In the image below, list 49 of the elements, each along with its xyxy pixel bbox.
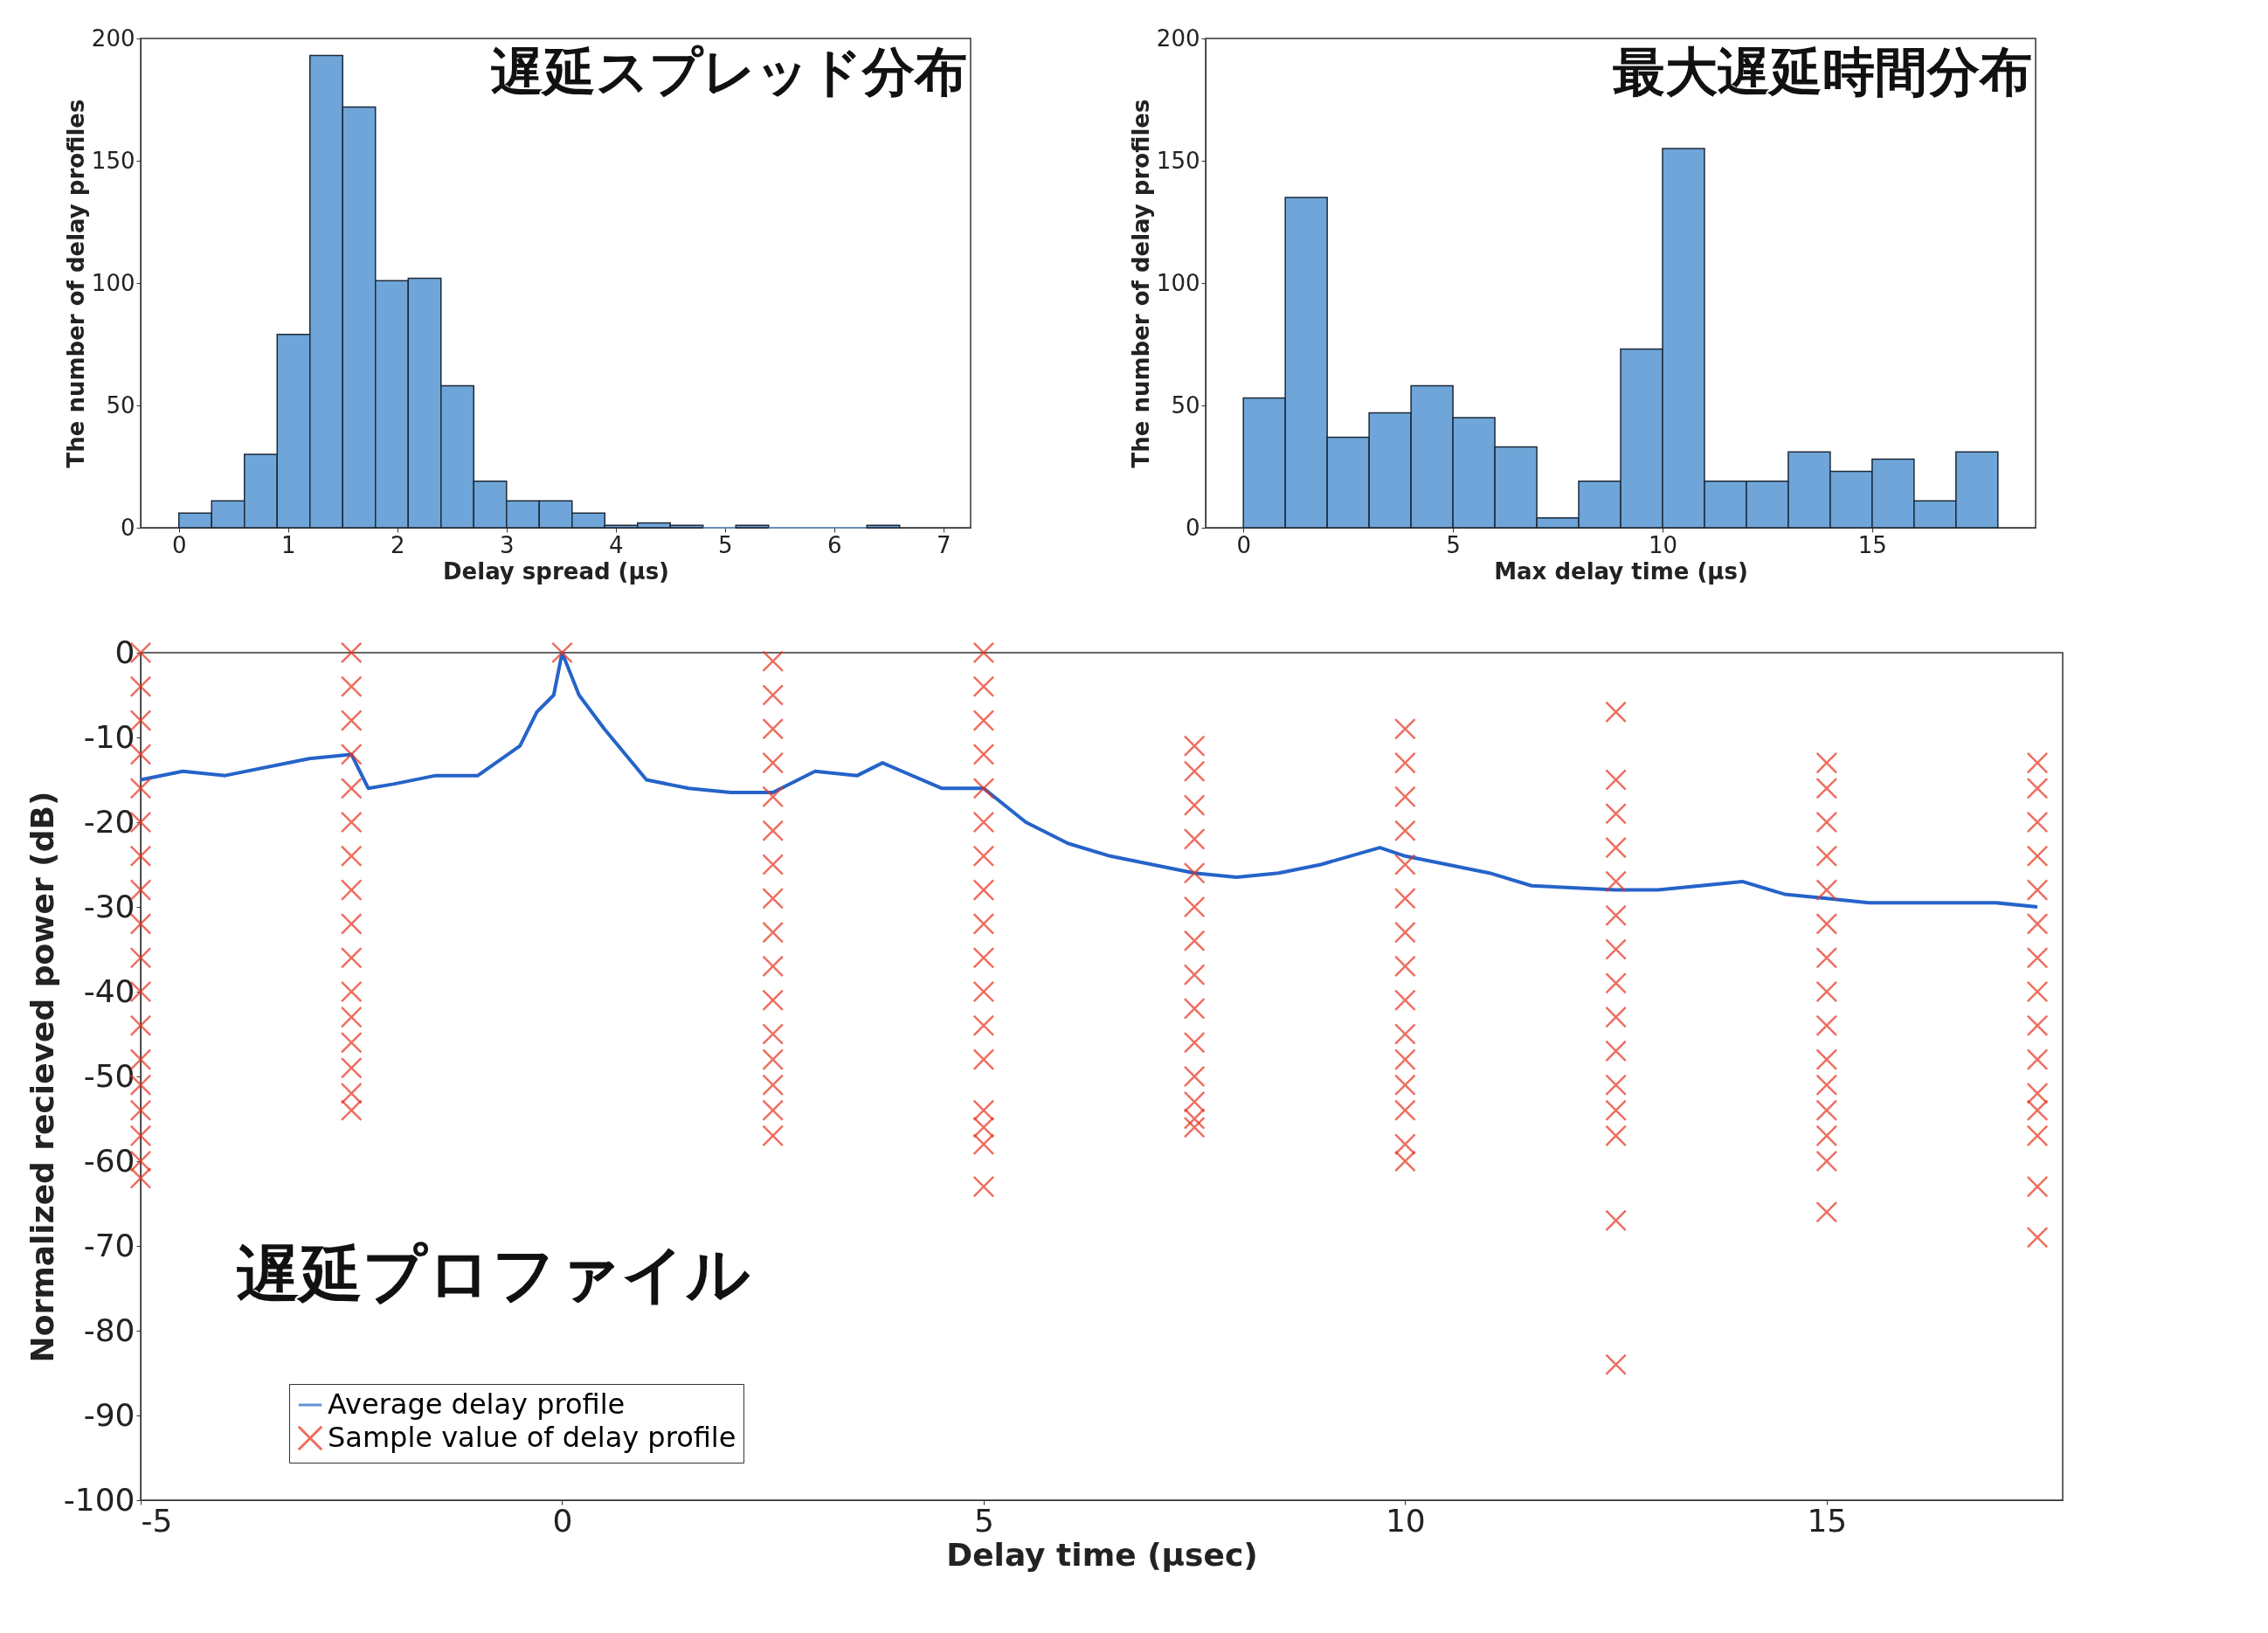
text: 遅延プロファイル (236, 1237, 750, 1311)
x-tick-label: 5 (1446, 531, 1461, 558)
x-tick-label: 2 (390, 531, 405, 558)
x-axis-title: Delay time (μsec) (946, 1536, 1258, 1573)
x-tick-label: 0 (1236, 531, 1251, 558)
y-tick-label: -10 (83, 718, 135, 755)
chart-title: 遅延スプレッド分布 (491, 41, 967, 102)
chart-title: 最大遅延時間分布 (1613, 41, 2032, 102)
x-tick-label: 0 (171, 531, 187, 558)
y-tick-label: 100 (1156, 269, 1200, 296)
y-tick-label: -50 (83, 1057, 135, 1094)
x-tick-label: 6 (826, 531, 842, 558)
x-tick-label: 7 (936, 531, 951, 558)
y-tick-label: -80 (83, 1311, 135, 1348)
y-tick-label: 0 (1185, 514, 1200, 541)
y-tick-label: -40 (83, 972, 135, 1009)
x-tick-label: 5 (717, 531, 733, 558)
y-tick-label: 150 (1156, 147, 1200, 174)
legend-label: Average delay profile (328, 1387, 626, 1421)
y-tick-label: 50 (106, 391, 135, 419)
legend-label: Sample value of delay profile (328, 1421, 736, 1454)
y-axis-title: The number of delay profiles (62, 99, 89, 468)
x-tick-label: 0 (552, 1502, 573, 1539)
y-tick-label: -70 (83, 1227, 135, 1263)
x-tick-label: 10 (1648, 531, 1678, 558)
y-tick-label: -20 (83, 803, 135, 840)
x-tick-label: 15 (1857, 531, 1887, 558)
y-tick-label: -90 (83, 1396, 135, 1433)
x-tick-label: -5 (141, 1502, 173, 1539)
x-axis-title: Delay spread (µs) (443, 557, 669, 585)
x-axis-title: Max delay time (µs) (1494, 557, 1748, 585)
y-tick-label: 100 (91, 269, 135, 296)
x-tick-label: 4 (608, 531, 624, 558)
x-tick-label: 1 (280, 531, 296, 558)
y-tick-label: 0 (120, 514, 135, 541)
x-tick-label: 3 (499, 531, 515, 558)
y-tick-label: -30 (83, 888, 135, 924)
y-tick-label: 50 (1171, 391, 1200, 419)
y-axis-title: Normalized recieved power (dB) (24, 791, 60, 1363)
y-tick-label: -100 (63, 1481, 135, 1518)
y-tick-label: 200 (1156, 24, 1200, 52)
y-tick-label: -60 (83, 1142, 135, 1179)
x-tick-label: 15 (1807, 1502, 1848, 1539)
x-tick-label: 5 (973, 1502, 994, 1539)
y-axis-title: The number of delay profiles (1127, 99, 1154, 468)
y-tick-label: 150 (91, 147, 135, 174)
y-tick-label: 200 (91, 24, 135, 52)
y-tick-label: 0 (114, 633, 135, 670)
x-tick-label: 10 (1385, 1502, 1426, 1539)
